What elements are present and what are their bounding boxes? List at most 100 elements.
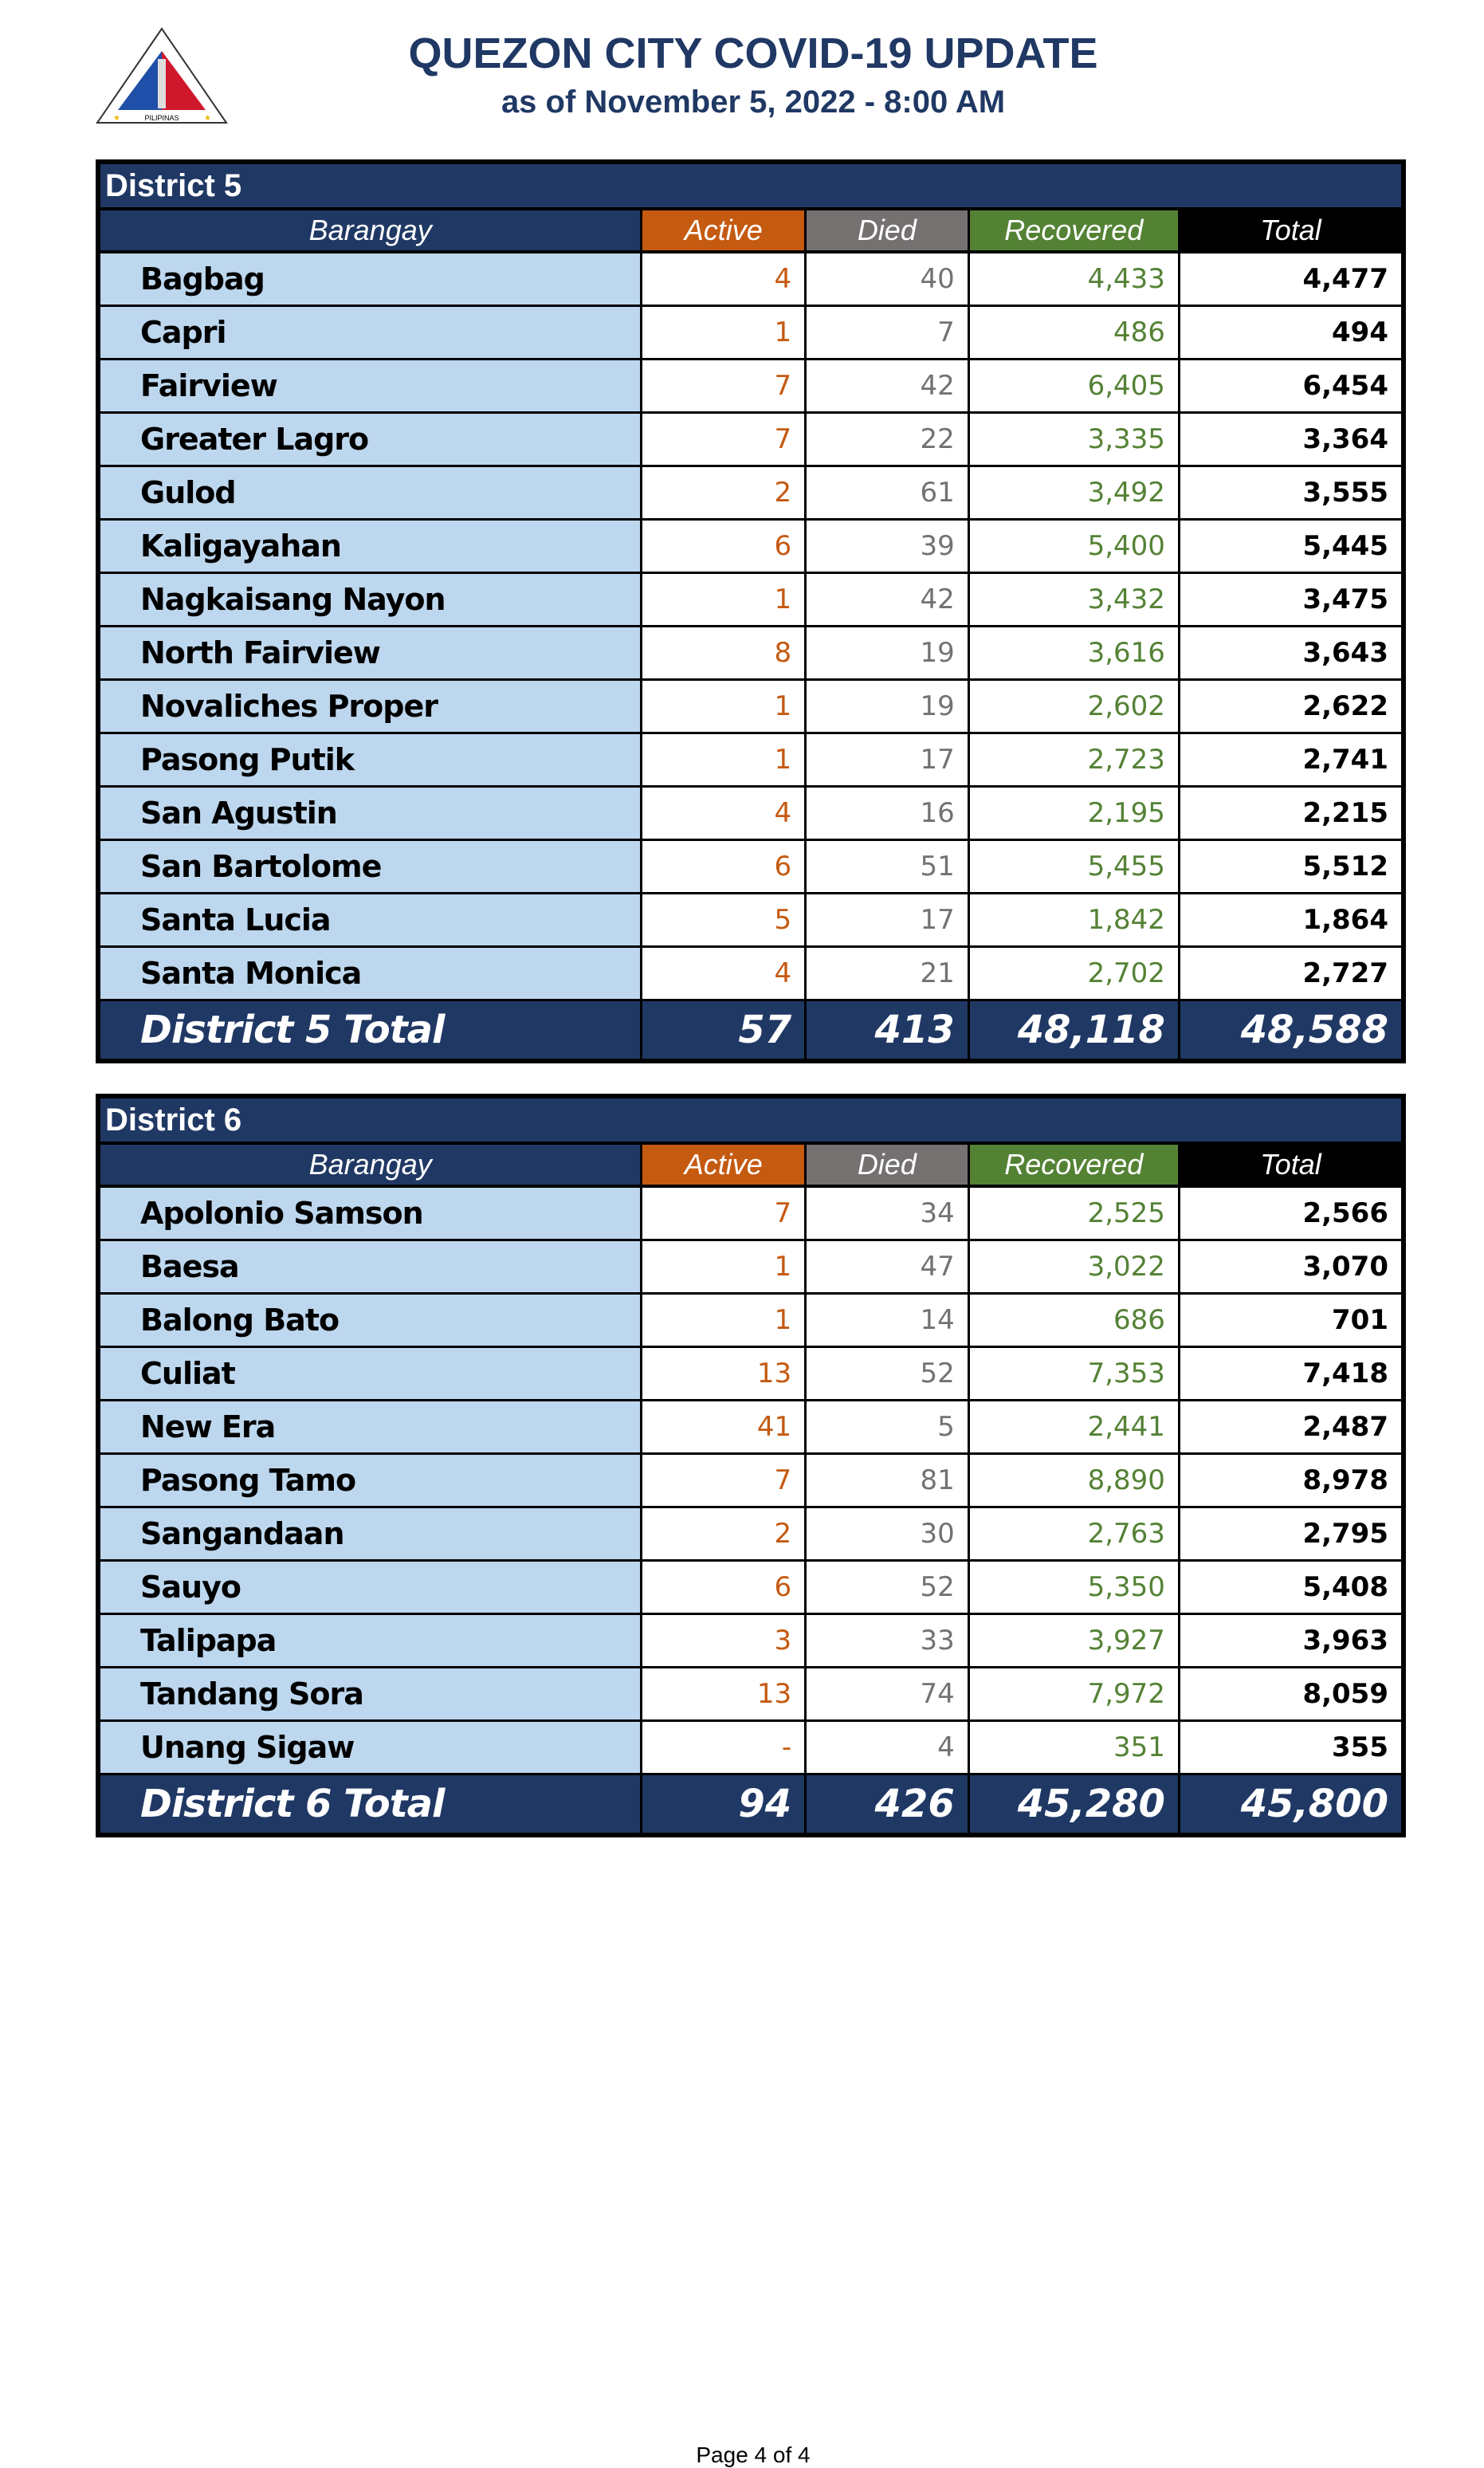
district-title: District 6 [100, 1098, 1401, 1142]
cell-barangay: San Agustin [100, 788, 641, 839]
cell-barangay: Bagbag [100, 253, 641, 305]
column-header-row: Barangay Active Died Recovered Total [100, 210, 1401, 250]
cell-active: 1 [642, 307, 805, 358]
cell-total: 1,864 [1180, 894, 1401, 945]
cell-died: 7 [807, 307, 968, 358]
quezon-city-seal-logo: PILIPINAS ★ ★ [96, 27, 228, 124]
cell-total: 2,727 [1180, 948, 1401, 999]
cell-recovered: 3,927 [969, 1615, 1178, 1666]
cell-total: 3,643 [1180, 627, 1401, 678]
cell-recovered: 2,441 [969, 1401, 1178, 1452]
total-active: 57 [642, 1001, 805, 1059]
cell-barangay: Fairview [100, 360, 641, 411]
table-row: Pasong Putik 1 17 2,723 2,741 [100, 734, 1401, 785]
cell-total: 8,978 [1180, 1455, 1401, 1506]
cell-barangay: Greater Lagro [100, 414, 641, 465]
cell-total: 701 [1180, 1295, 1401, 1346]
table-row: San Agustin 4 16 2,195 2,215 [100, 788, 1401, 839]
table-row: Talipapa 3 33 3,927 3,963 [100, 1615, 1401, 1666]
district-5-table: District 5 Barangay Active Died Recovered Tot… [96, 159, 1406, 1063]
cell-total: 2,622 [1180, 681, 1401, 732]
total-active: 94 [642, 1775, 805, 1833]
header-total: Total [1180, 210, 1401, 250]
total-recovered: 48,118 [969, 1001, 1178, 1059]
cell-recovered: 8,890 [969, 1455, 1178, 1506]
cell-died: 61 [807, 467, 968, 518]
table-row: Balong Bato 1 14 686 701 [100, 1295, 1401, 1346]
cell-died: 81 [807, 1455, 968, 1506]
header-recovered: Recovered [969, 210, 1178, 250]
table-row: Kaligayahan 6 39 5,400 5,445 [100, 521, 1401, 572]
total-died: 413 [807, 1001, 968, 1059]
cell-died: 21 [807, 948, 968, 999]
cell-active: 7 [642, 1188, 805, 1239]
table-row: North Fairview 8 19 3,616 3,643 [100, 627, 1401, 678]
cell-total: 8,059 [1180, 1668, 1401, 1719]
cell-active: 2 [642, 467, 805, 518]
cell-active: 6 [642, 521, 805, 572]
table-row: Sangandaan 2 30 2,763 2,795 [100, 1508, 1401, 1559]
cell-died: 74 [807, 1668, 968, 1719]
header-total: Total [1180, 1145, 1401, 1185]
table-row: Greater Lagro 7 22 3,335 3,364 [100, 414, 1401, 465]
table-row: Apolonio Samson 7 34 2,525 2,566 [100, 1188, 1401, 1239]
cell-active: 1 [642, 734, 805, 785]
cell-total: 6,454 [1180, 360, 1401, 411]
cell-died: 39 [807, 521, 968, 572]
cell-recovered: 2,525 [969, 1188, 1178, 1239]
cell-active: 4 [642, 788, 805, 839]
cell-barangay: Gulod [100, 467, 641, 518]
cell-recovered: 486 [969, 307, 1178, 358]
cell-active: 7 [642, 1455, 805, 1506]
cell-total: 2,487 [1180, 1401, 1401, 1452]
cell-died: 30 [807, 1508, 968, 1559]
district-total-row: District 5 Total 57 413 48,118 48,588 [100, 1001, 1401, 1059]
cell-total: 2,566 [1180, 1188, 1401, 1239]
table-row: Tandang Sora 13 74 7,972 8,059 [100, 1668, 1401, 1719]
cell-recovered: 2,702 [969, 948, 1178, 999]
cell-died: 17 [807, 894, 968, 945]
cell-barangay: Sangandaan [100, 1508, 641, 1559]
cell-total: 355 [1180, 1722, 1401, 1773]
cell-active: 8 [642, 627, 805, 678]
cell-active: 6 [642, 1562, 805, 1613]
page-subtitle: as of November 5, 2022 - 8:00 AM [501, 84, 1006, 120]
cell-died: 16 [807, 788, 968, 839]
total-barangay: District 6 Total [100, 1775, 641, 1833]
cell-recovered: 4,433 [969, 253, 1178, 305]
header-died: Died [807, 210, 968, 250]
cell-barangay: Culiat [100, 1348, 641, 1399]
district-6-table: District 6 Barangay Active Died Recovered Tot… [96, 1094, 1406, 1837]
cell-active: 13 [642, 1668, 805, 1719]
cell-died: 52 [807, 1348, 968, 1399]
cell-total: 2,741 [1180, 734, 1401, 785]
total-barangay: District 5 Total [100, 1001, 641, 1059]
cell-total: 5,445 [1180, 521, 1401, 572]
cell-died: 34 [807, 1188, 968, 1239]
cell-total: 4,477 [1180, 253, 1401, 305]
cell-active: 1 [642, 1241, 805, 1292]
cell-barangay: Pasong Putik [100, 734, 641, 785]
cell-barangay: Talipapa [100, 1615, 641, 1666]
cell-barangay: Santa Monica [100, 948, 641, 999]
table-row: San Bartolome 6 51 5,455 5,512 [100, 841, 1401, 892]
cell-active: 7 [642, 414, 805, 465]
district-title: District 5 [100, 164, 1401, 207]
cell-active: 2 [642, 1508, 805, 1559]
column-header-row: Barangay Active Died Recovered Total [100, 1145, 1401, 1185]
cell-active: 1 [642, 1295, 805, 1346]
cell-recovered: 5,350 [969, 1562, 1178, 1613]
header-active: Active [642, 1145, 805, 1185]
cell-died: 14 [807, 1295, 968, 1346]
cell-barangay: New Era [100, 1401, 641, 1452]
cell-barangay: Novaliches Proper [100, 681, 641, 732]
cell-total: 2,795 [1180, 1508, 1401, 1559]
cell-active: 1 [642, 574, 805, 625]
table-row: Unang Sigaw -4 351 355 [100, 1722, 1401, 1773]
cell-recovered: 7,972 [969, 1668, 1178, 1719]
cell-total: 5,512 [1180, 841, 1401, 892]
cell-recovered: 2,763 [969, 1508, 1178, 1559]
cell-died: 42 [807, 574, 968, 625]
cell-recovered: 3,492 [969, 467, 1178, 518]
cell-died: 47 [807, 1241, 968, 1292]
